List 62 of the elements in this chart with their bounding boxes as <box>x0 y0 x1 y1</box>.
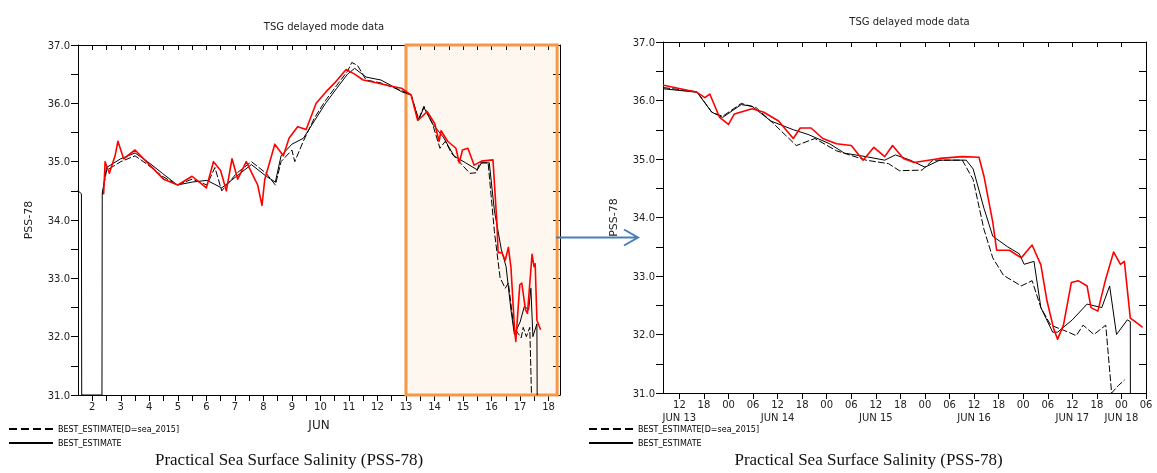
x-tick-label: 18 <box>795 399 809 410</box>
x-tick-label: 06 <box>1139 399 1153 410</box>
y-tick-label: 35.0 <box>632 153 655 165</box>
x-tick-label: 12 <box>371 401 384 412</box>
x-tick-label: 18 <box>1090 399 1104 410</box>
x-tick-label: 14 <box>428 401 441 412</box>
y-tick-label: 33.0 <box>47 272 70 284</box>
x-tick-label: 06 <box>943 399 956 410</box>
x-tick-label: 18 <box>894 399 907 410</box>
y-tick-label: 32.0 <box>632 329 655 340</box>
x-tick-label: 12 JUN 13 <box>661 399 697 423</box>
x-tick-label: 18 <box>697 399 711 410</box>
y-axis-title: PSS-78 <box>22 200 35 240</box>
y-tick-label: 31.0 <box>632 387 655 399</box>
x-tick-label: 7 <box>231 401 239 412</box>
x-tick-label: 12 JUN 14 <box>759 399 795 423</box>
x-tick-label: 06 <box>1041 399 1055 410</box>
y-tick-label: 32.0 <box>47 331 70 343</box>
x-tick-label: 00 <box>1016 399 1030 410</box>
x-tick-label: 2 <box>89 401 96 412</box>
x-tick-label: 10 <box>314 401 327 412</box>
y-tick-label: 34.0 <box>632 212 655 223</box>
x-tick-label: 16 <box>485 401 498 412</box>
x-tick-label: 4 <box>146 401 153 412</box>
x-tick-label: 00 <box>722 399 735 410</box>
y-tick-label: 37.0 <box>632 36 655 48</box>
y-tick-label: 33.0 <box>632 270 655 282</box>
legend-label: BEST_ESTIMATE[D=sea_2015] <box>58 424 180 434</box>
y-axis-title: PSS-78 <box>607 198 620 237</box>
x-tick-label: 18 <box>542 401 555 412</box>
y-tick-label: 37.0 <box>47 39 70 51</box>
legend-label: BEST_ESTIMATE <box>58 438 122 448</box>
x-tick-label: 3 <box>117 401 124 412</box>
x-tick-label: 15 <box>456 401 470 412</box>
x-tick-label: 00 <box>918 399 932 410</box>
x-axis-title: JUN <box>307 418 330 432</box>
x-tick-label: 12 JUN 17 <box>1054 399 1090 423</box>
x-tick-label: 12 JUN 16 <box>956 399 991 423</box>
x-tick-label: 5 <box>174 401 182 412</box>
legend-label: BEST_ESTIMATE[D=sea_2015] <box>638 424 760 434</box>
y-tick-label: 36.0 <box>632 95 655 106</box>
text: Practical Sea Surface Salinity (PSS-78) <box>734 450 1003 469</box>
y-tick-label: 35.0 <box>47 156 70 168</box>
x-tick-label: 06 <box>746 399 760 410</box>
legend-label: BEST_ESTIMATE <box>638 438 702 448</box>
x-tick-label: 00 <box>820 399 834 410</box>
x-tick-label: 11 <box>342 401 356 412</box>
x-tick-label: 00 JUN 18 <box>1103 399 1139 423</box>
x-tick-label: 13 <box>399 401 413 412</box>
y-tick-label: 36.0 <box>47 97 70 109</box>
y-tick-label: 31.0 <box>47 389 70 401</box>
x-tick-label: 8 <box>260 401 267 412</box>
chart-title: TSG delayed mode data <box>848 15 970 27</box>
chart-title: TSG delayed mode data <box>262 20 385 32</box>
y-tick-label: 34.0 <box>47 214 70 226</box>
x-tick-label: 06 <box>844 399 858 410</box>
x-tick-label: 6 <box>203 401 210 412</box>
text: Practical Sea Surface Salinity (PSS-78) <box>154 450 424 469</box>
x-tick-label: 9 <box>288 401 296 412</box>
x-tick-label: 12 JUN 15 <box>858 399 893 423</box>
x-tick-label: 17 <box>513 401 527 412</box>
x-tick-label: 18 <box>992 399 1006 410</box>
